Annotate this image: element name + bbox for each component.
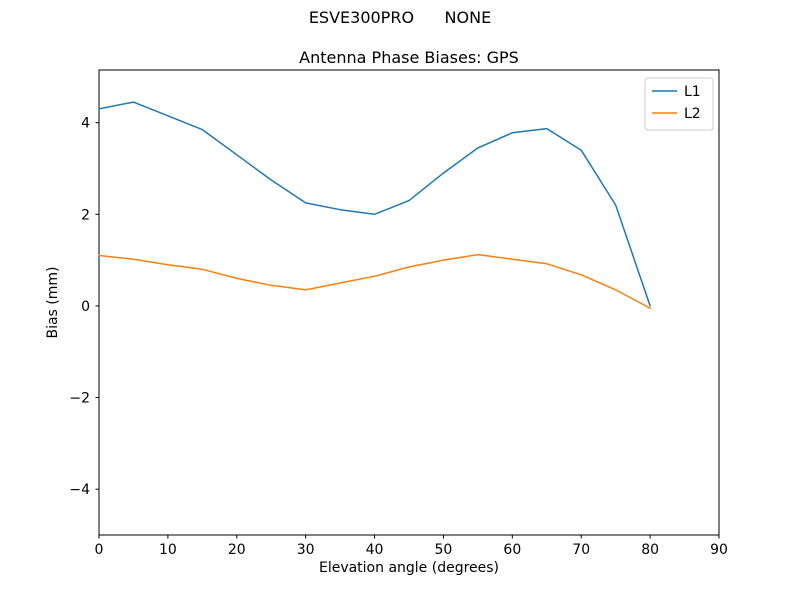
x-tick-label: 60 [503, 542, 521, 558]
series-line-L1 [98, 101, 651, 307]
x-tick-label: 40 [366, 542, 384, 558]
y-tick-label: −4 [69, 482, 90, 498]
legend-label-L2: L2 [684, 106, 701, 122]
plot-border [98, 69, 720, 536]
legend-box [644, 77, 714, 131]
y-tick-label: 4 [81, 116, 90, 132]
x-axis-label: Elevation angle (degrees) [319, 560, 499, 576]
figure-suptitle: ESVE300PRO NONE [308, 8, 492, 27]
y-tick-label: −2 [69, 391, 90, 407]
x-tick-label: 10 [159, 542, 177, 558]
x-tick-label: 20 [228, 542, 246, 558]
y-tick-label: 2 [81, 207, 90, 223]
x-tick-label: 30 [297, 542, 315, 558]
x-tick-label: 0 [95, 542, 104, 558]
y-axis-label: Bias (mm) [45, 266, 61, 338]
x-tick-label: 80 [641, 542, 659, 558]
x-tick-label: 50 [435, 542, 453, 558]
x-tick-label: 70 [572, 542, 590, 558]
chart-title: Antenna Phase Biases: GPS [299, 48, 519, 67]
legend-label-L1: L1 [684, 84, 701, 100]
y-tick-label: 0 [81, 299, 90, 315]
series-line-L2 [98, 253, 651, 309]
x-tick-label: 90 [710, 542, 728, 558]
